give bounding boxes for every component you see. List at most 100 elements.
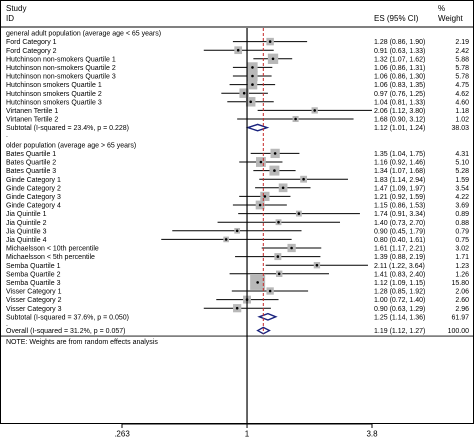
ci-label: 1.35 (1.04, 1.75) (374, 151, 425, 158)
study-label: Jia Quintile 4 (6, 237, 47, 244)
subtotal-diamond (245, 123, 270, 132)
weight-label: 4.75 (455, 82, 469, 89)
point-estimate (235, 229, 239, 233)
study-label: Michaelsson < 5th percentile (6, 254, 95, 261)
ci-label: 1.34 (1.07, 1.68) (374, 168, 425, 175)
ci-label: 1.32 (1.07, 1.62) (374, 56, 425, 63)
study-label: Hutchinson non-smokers Quartile 2 (6, 65, 116, 72)
subtotal-diamond (257, 312, 278, 321)
point-estimate (251, 83, 254, 86)
weight-label: 1.26 (455, 271, 469, 278)
ci-label: 1.74 (0.91, 3.34) (374, 211, 425, 218)
study-label: Hutchinson smokers Quartile 3 (6, 99, 102, 106)
group-label: older population (average age > 65 years… (6, 142, 136, 149)
point-estimate (258, 203, 262, 207)
ci-label: 1.04 (0.81, 1.33) (374, 99, 425, 106)
study-label: Ginde Category 4 (6, 203, 61, 210)
separator-dot: . (6, 321, 8, 328)
point-estimate (251, 74, 254, 78)
weight-label: 1.18 (455, 108, 469, 115)
ci-label: 1.83 (1.14, 2.94) (374, 177, 425, 184)
header-weight: Weight (438, 14, 464, 23)
point-estimate (224, 238, 228, 241)
ci-label: 0.80 (0.40, 1.61) (374, 237, 425, 244)
weight-label: 2.60 (455, 297, 469, 304)
header-pct: % (438, 4, 445, 13)
x-tick-label: .263 (114, 430, 130, 439)
weight-label: 3.54 (455, 185, 469, 192)
weight-label: 5.78 (455, 74, 469, 81)
study-label: Jia Quintile 1 (6, 211, 47, 218)
point-estimate (268, 40, 272, 43)
ci-label: 0.90 (0.45, 1.79) (374, 228, 425, 235)
study-label: Jia Quintile 3 (6, 228, 47, 235)
study-label: Bates Quartile 1 (6, 151, 56, 158)
study-label: Ginde Category 1 (6, 177, 61, 184)
x-tick-label: 1 (245, 430, 250, 439)
forest-rows: general adult population (average age < … (1, 28, 473, 424)
weight-label: 5.28 (455, 168, 469, 175)
study-label: Bates Quartile 3 (6, 168, 56, 175)
point-estimate (263, 195, 267, 198)
ci-label: 1.12 (1.09, 1.15) (374, 280, 425, 287)
weight-label: 0.89 (455, 211, 469, 218)
x-axis: .263 1 3.8 (114, 423, 378, 439)
point-estimate (271, 57, 275, 61)
overall-label: Overall (I-squared = 31.2%, p = 0.057) (6, 328, 125, 335)
study-label: Ford Category 2 (6, 48, 57, 55)
point-estimate (313, 109, 316, 112)
header-es: ES (95% CI) (374, 14, 419, 23)
point-estimate (249, 100, 252, 104)
group-label: general adult population (average age < … (6, 31, 161, 38)
point-estimate (273, 169, 276, 172)
header-study: Study (6, 4, 26, 13)
weight-label: 4.22 (455, 194, 469, 201)
point-estimate (315, 263, 319, 267)
weight-label: 2.06 (455, 289, 469, 296)
weight-label: 5.88 (455, 56, 469, 63)
ci-label: 1.68 (0.90, 3.12) (374, 117, 425, 124)
subtotal-weight-label: 61.97 (451, 314, 469, 321)
point-estimate (259, 160, 263, 164)
ci-label: 1.06 (0.86, 1.31) (374, 65, 425, 72)
ci-label: 1.00 (0.72, 1.40) (374, 297, 425, 304)
ci-label: 1.21 (0.92, 1.59) (374, 194, 425, 201)
weight-label: 1.59 (455, 177, 469, 184)
ci-label: 0.97 (0.76, 1.25) (374, 91, 425, 98)
ci-label: 1.15 (0.86, 1.53) (374, 203, 425, 210)
ci-label: 2.11 (1.22, 3.64) (374, 263, 425, 270)
ci-label: 1.39 (0.88, 2.19) (374, 254, 425, 261)
study-label: Visser Category 3 (6, 306, 62, 313)
weight-label: 1.23 (455, 263, 469, 270)
study-label: Virtanen Tertile 1 (6, 108, 58, 115)
point-estimate (236, 48, 240, 52)
subtotal-weight-label: 38.03 (451, 125, 469, 132)
ci-label: 0.91 (0.63, 1.33) (374, 48, 425, 55)
overall-ci-label: 1.19 (1.12, 1.27) (374, 328, 425, 335)
ci-label: 2.06 (1.12, 3.80) (374, 108, 425, 115)
plot-frame (0, 0, 474, 424)
ci-label: 1.16 (0.92, 1.46) (374, 160, 425, 167)
point-estimate (302, 177, 305, 181)
point-estimate (290, 246, 293, 250)
subtotal-ci-label: 1.12 (1.01, 1.24) (374, 125, 425, 132)
study-label: Bates Quartile 2 (6, 160, 56, 167)
ci-label: 1.28 (0.86, 1.90) (374, 39, 425, 46)
study-label: Visser Category 1 (6, 289, 62, 296)
point-estimate (297, 212, 301, 215)
weight-label: 2.19 (455, 39, 469, 46)
weight-label: 4.62 (455, 91, 469, 98)
subtotal-label: Subtotal (I-squared = 37.6%, p = 0.050) (6, 314, 129, 321)
study-label: Virtanen Tertile 2 (6, 117, 58, 124)
study-label: Visser Category 2 (6, 297, 62, 304)
weight-label: 1.71 (455, 254, 469, 261)
point-estimate (268, 289, 272, 293)
study-label: Jia Quintile 2 (6, 220, 47, 227)
ci-label: 0.90 (0.63, 1.29) (374, 306, 425, 313)
x-tick-label: 3.8 (366, 430, 378, 439)
weight-label: 15.80 (451, 280, 469, 287)
overall-weight-label: 100.00 (448, 328, 470, 335)
ci-label: 1.41 (0.83, 2.40) (374, 271, 425, 278)
study-label: Ginde Category 3 (6, 194, 61, 201)
